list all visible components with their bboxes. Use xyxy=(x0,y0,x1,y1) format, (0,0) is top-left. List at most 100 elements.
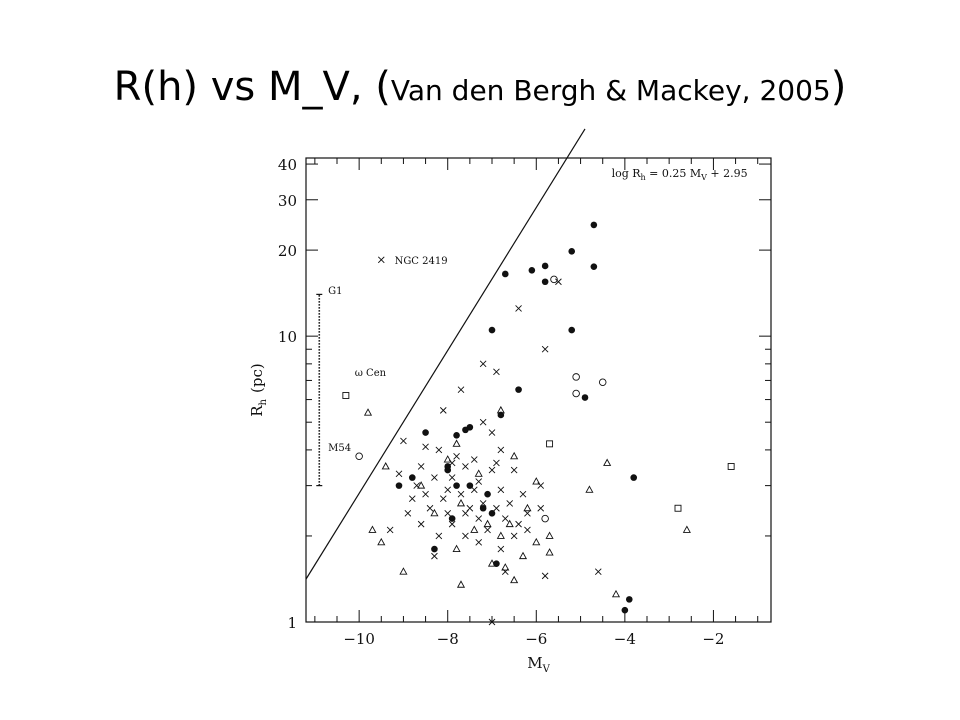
point-cross xyxy=(497,446,505,454)
plot-frame xyxy=(305,157,772,623)
point-cross xyxy=(501,568,509,575)
point-triangle xyxy=(496,405,505,414)
point-cross xyxy=(462,463,469,470)
point-filled-circle xyxy=(444,466,452,474)
point-triangle xyxy=(501,563,510,571)
point-cross xyxy=(555,278,562,286)
point-cross xyxy=(594,568,602,575)
point-filled-circle xyxy=(448,515,456,522)
point-filled-circle xyxy=(590,263,598,270)
point-cross xyxy=(541,345,549,353)
point-cross xyxy=(386,526,394,534)
point-open-circle xyxy=(572,389,580,398)
point-cross xyxy=(524,509,531,517)
point-filled-circle xyxy=(621,606,629,614)
point-filled-circle xyxy=(568,326,576,334)
point-cross xyxy=(497,545,505,553)
point-filled-circle xyxy=(484,490,491,498)
eq-lhs-sub: h xyxy=(641,173,646,182)
point-filled-circle xyxy=(395,482,403,489)
point-open-circle xyxy=(550,275,558,284)
x-label-sub: V xyxy=(542,664,551,675)
y-tick-label: 10 xyxy=(278,328,297,346)
point-triangle xyxy=(518,551,528,560)
point-cross xyxy=(408,495,416,503)
point-cross xyxy=(519,490,527,498)
point-filled-circle xyxy=(528,266,536,274)
x-label-main: M xyxy=(527,654,542,672)
point-triangle xyxy=(452,544,461,552)
point-filled-circle xyxy=(590,221,598,229)
axis-tick-labels: −10 −8 −6 −4 −2 1 10 20 30 40 xyxy=(278,156,725,648)
point-cross xyxy=(506,500,514,507)
point-cross xyxy=(457,386,465,393)
point-cross xyxy=(488,618,496,626)
point-cross xyxy=(479,418,487,426)
title-paren-close: ) xyxy=(830,64,847,110)
point-cross xyxy=(448,520,456,528)
object-label: G1 xyxy=(328,286,342,297)
point-triangle xyxy=(381,462,390,470)
point-cross xyxy=(541,572,549,580)
point-cross xyxy=(413,482,421,489)
point-triangle xyxy=(399,567,408,575)
point-filled-circle xyxy=(488,510,496,517)
point-open-circle xyxy=(572,373,580,381)
point-filled-circle xyxy=(431,545,438,553)
point-triangle xyxy=(368,525,377,533)
point-cross xyxy=(475,478,483,485)
eq-lhs: log R xyxy=(612,167,642,180)
y-label-unit: (pc) xyxy=(248,363,266,393)
point-cross xyxy=(462,509,469,517)
point-open-square xyxy=(674,504,682,512)
point-open-square xyxy=(342,392,350,399)
point-triangle xyxy=(545,548,554,556)
point-filled-circle xyxy=(568,248,576,255)
point-triangle xyxy=(510,575,519,584)
point-triangle xyxy=(496,531,505,539)
data-points xyxy=(342,221,735,626)
point-cross xyxy=(479,500,487,507)
point-cross xyxy=(457,490,465,498)
g1-error-bar xyxy=(316,293,323,487)
point-triangle xyxy=(510,451,519,460)
point-cross xyxy=(510,466,518,474)
point-filled-circle xyxy=(462,426,469,434)
x-tick-label: −4 xyxy=(614,630,636,648)
point-cross xyxy=(497,486,505,494)
point-cross xyxy=(439,407,447,414)
point-filled-circle xyxy=(408,474,416,481)
point-cross xyxy=(475,539,483,546)
y-tick-label: 20 xyxy=(278,242,297,260)
x-axis-label: MV xyxy=(527,654,550,675)
point-triangle xyxy=(417,481,426,489)
point-triangle xyxy=(474,469,483,477)
point-cross xyxy=(501,515,509,522)
point-triangle xyxy=(585,485,594,493)
object-label: ω Cen xyxy=(355,368,387,379)
point-triangle xyxy=(430,508,439,517)
point-cross xyxy=(510,532,518,540)
point-cross xyxy=(470,486,478,494)
point-triangle xyxy=(363,408,373,416)
title-main: R(h) vs M_V, xyxy=(113,64,376,110)
point-triangle xyxy=(603,458,612,466)
object-label: NGC 2419 xyxy=(395,256,448,267)
point-triangle xyxy=(456,498,466,507)
eq-rhs: + 2.95 xyxy=(707,167,748,180)
point-cross xyxy=(431,474,438,481)
point-filled-circle xyxy=(453,482,460,489)
point-cross xyxy=(417,463,425,470)
point-filled-circle xyxy=(625,596,633,603)
point-filled-circle xyxy=(479,504,487,512)
point-cross xyxy=(431,552,438,560)
point-filled-circle xyxy=(453,431,460,439)
point-cross xyxy=(435,532,443,540)
point-cross xyxy=(537,482,545,489)
point-cross xyxy=(422,490,429,498)
fit-equation: log Rh = 0.25 MV + 2.95 xyxy=(612,167,748,182)
point-triangle xyxy=(452,439,461,447)
point-open-circle xyxy=(541,514,549,523)
point-cross xyxy=(475,515,483,522)
point-triangle xyxy=(443,455,452,463)
